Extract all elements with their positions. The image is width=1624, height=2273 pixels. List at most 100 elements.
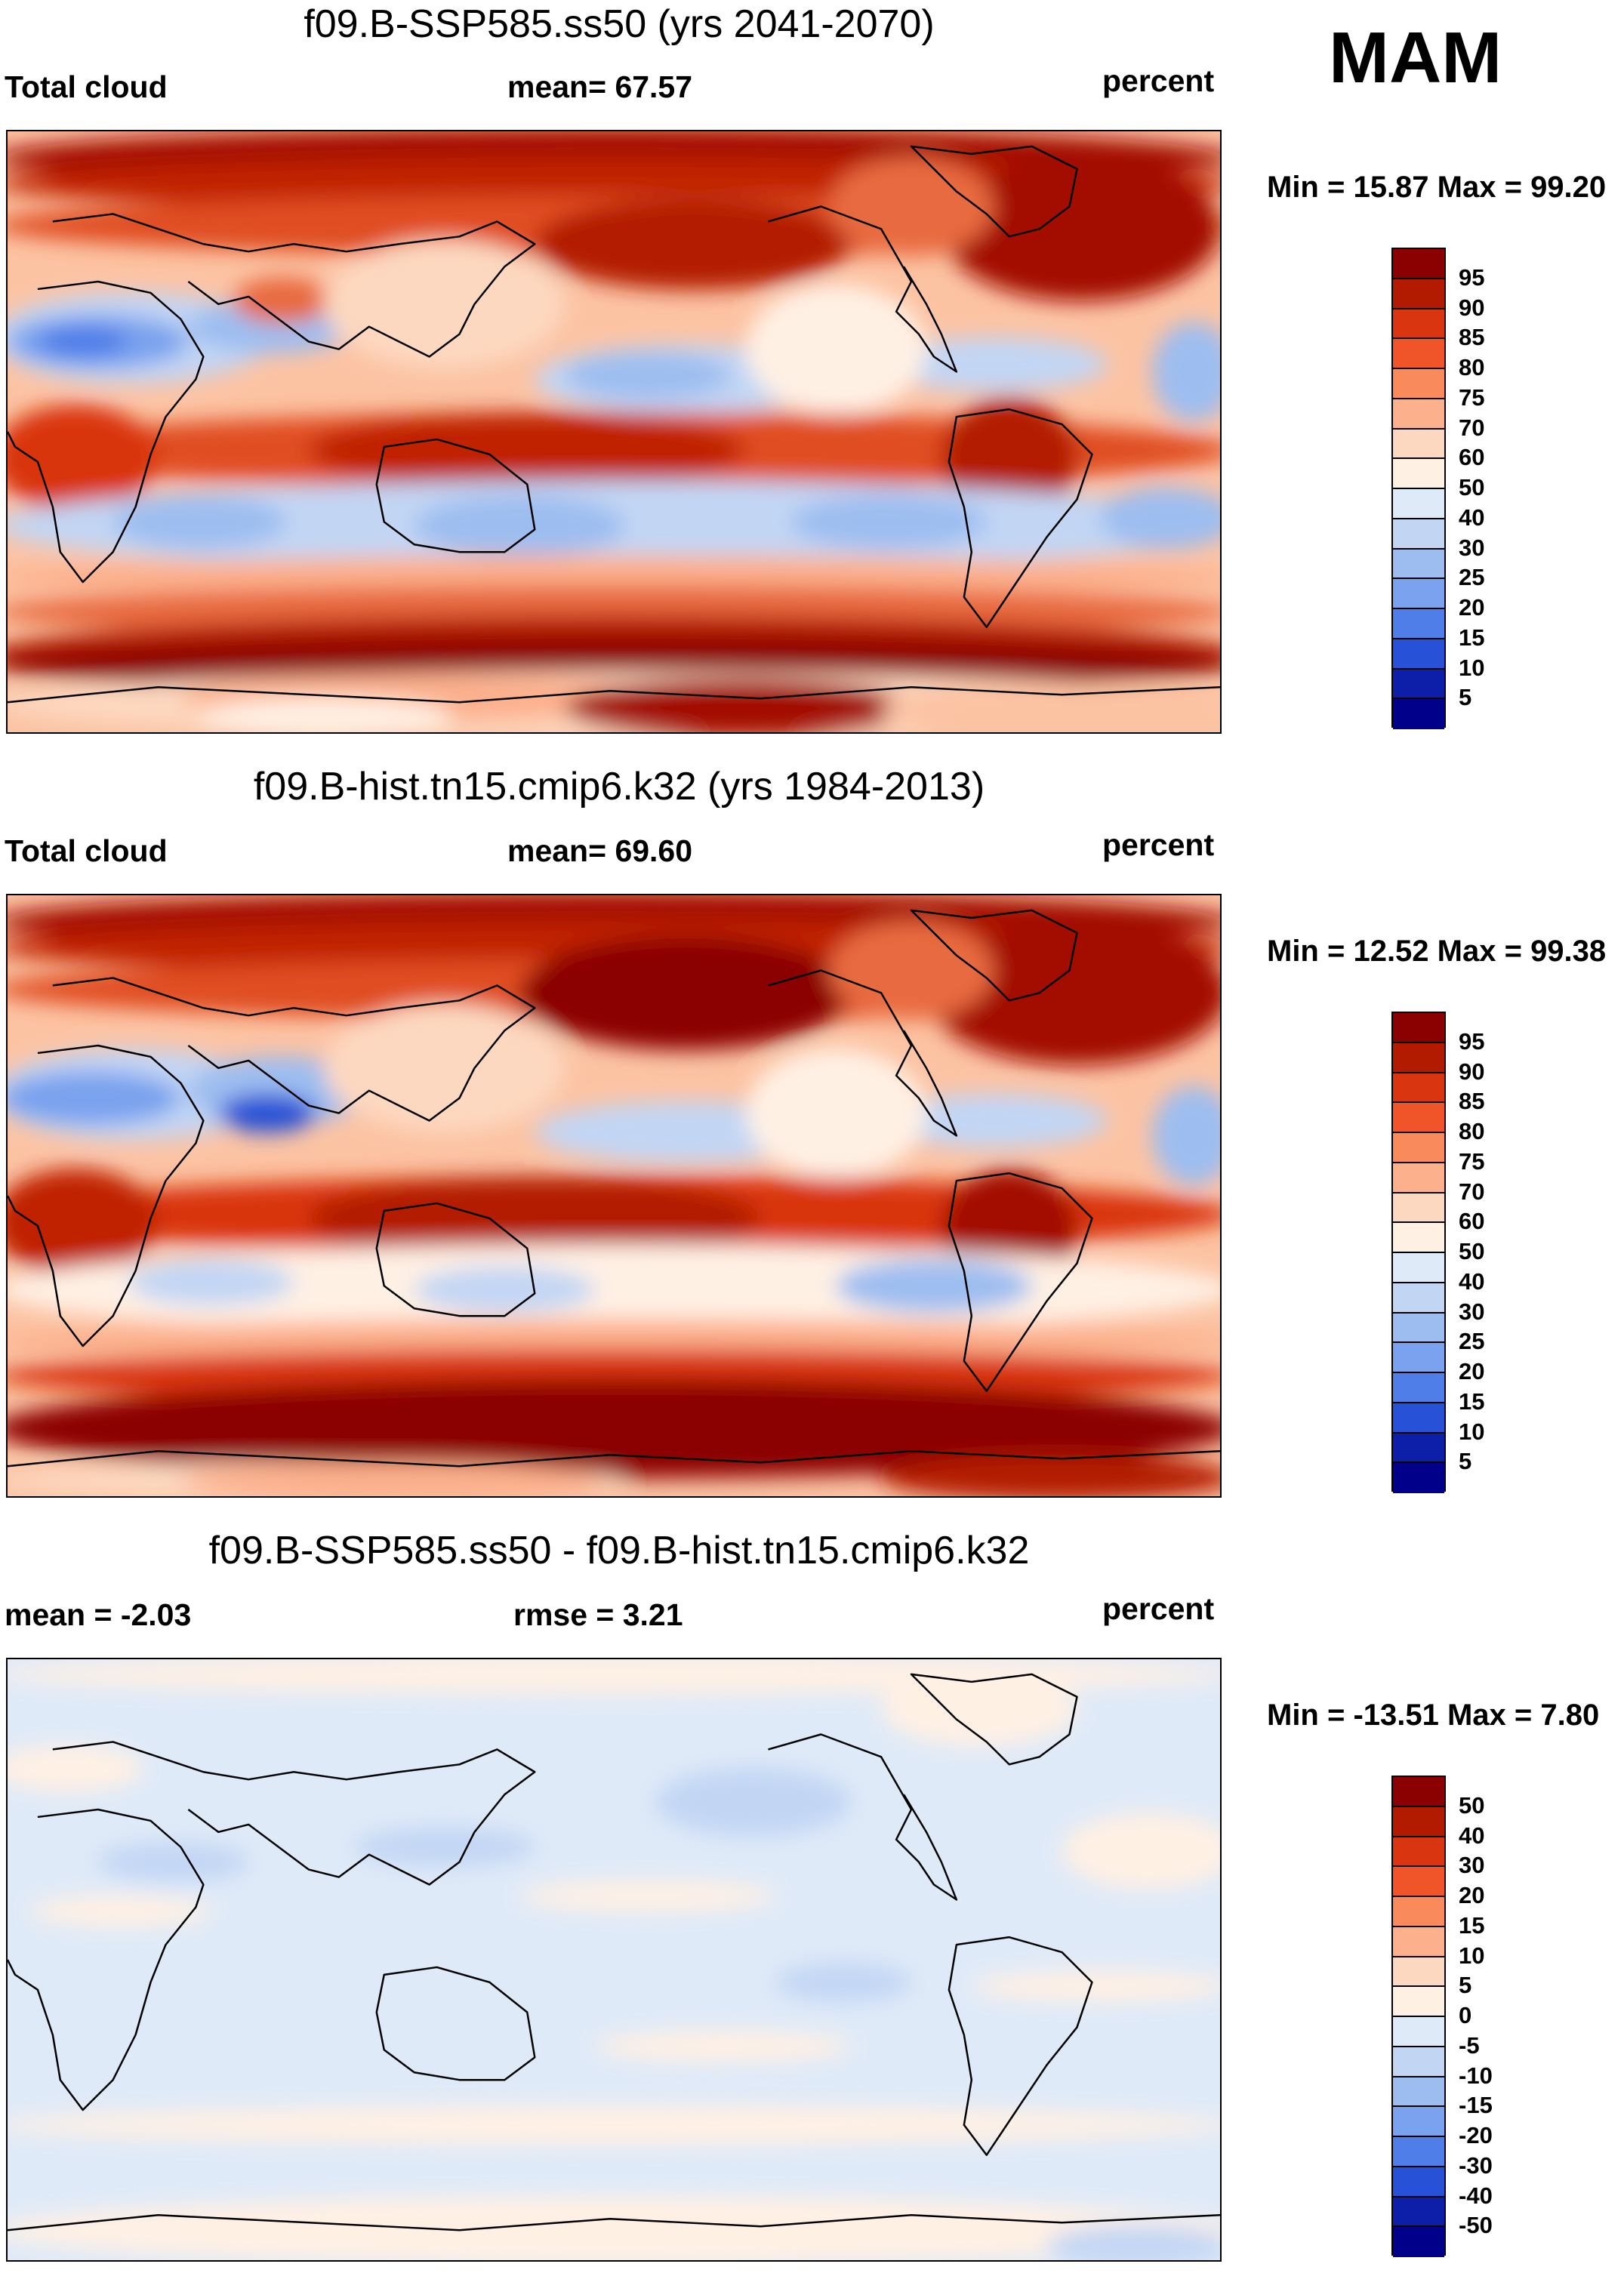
field-contour-region xyxy=(8,2195,1220,2260)
coastline xyxy=(8,1450,1220,1468)
coastline xyxy=(8,2214,1220,2231)
colorbar-tick-label: 80 xyxy=(1459,1118,1485,1144)
colorbar-tick-label: 85 xyxy=(1459,1088,1485,1115)
colorbar-tick-label: -40 xyxy=(1459,2182,1493,2209)
colorbar-segment xyxy=(1393,1927,1444,1957)
colorbar-tick-label: 75 xyxy=(1459,383,1485,411)
field-contour-region xyxy=(595,2030,852,2062)
field-contour-region xyxy=(1099,487,1220,550)
panel-2-field xyxy=(8,895,1220,1496)
colorbar-tick-label: 5 xyxy=(1459,1448,1472,1475)
field-contour-region xyxy=(1152,1086,1220,1186)
colorbar-segment xyxy=(1393,1987,1444,2017)
panel-1-mean-label: mean= 67.57 xyxy=(507,69,693,104)
field-contour-region xyxy=(8,1378,1220,1479)
field-background xyxy=(8,1659,1220,2260)
panel-2-variable-label: Total cloud xyxy=(5,833,168,868)
coastline xyxy=(8,686,1220,704)
colorbar-segment xyxy=(1393,1463,1444,1493)
coastline xyxy=(375,1966,536,2081)
colorbar-tick-label: -50 xyxy=(1459,2212,1493,2239)
coastline xyxy=(375,1202,536,1317)
field-contour-region xyxy=(309,1176,761,1261)
colorbar-segment xyxy=(1393,699,1444,729)
colorbar-segment xyxy=(1393,1343,1444,1373)
coastline xyxy=(8,1808,205,2111)
panel-3-min-max: Min = -13.51 Max = 7.80 xyxy=(1267,1699,1600,1732)
colorbar-tick-label: 20 xyxy=(1459,594,1485,621)
field-contour-region xyxy=(323,1003,565,1133)
field-contour-region xyxy=(180,1461,602,1496)
colorbar-segment xyxy=(1393,2227,1444,2257)
colorbar-segment xyxy=(1393,2017,1444,2047)
coastline xyxy=(52,1741,536,1886)
colorbar-tick-label: 50 xyxy=(1459,1791,1485,1819)
colorbar-tick-label: 30 xyxy=(1459,1852,1485,1879)
colorbar-tick-label: 25 xyxy=(1459,1328,1485,1355)
field-contour-region xyxy=(414,1266,596,1314)
panel-2-min-max: Min = 12.52 Max = 99.38 xyxy=(1267,935,1607,968)
coastline xyxy=(910,1673,1078,1766)
colorbar-segment xyxy=(1393,1313,1444,1344)
field-contour-region xyxy=(926,920,1220,1065)
colorbar-segment xyxy=(1393,579,1444,609)
colorbar-tick-label: -30 xyxy=(1459,2151,1493,2179)
colorbar-tick-label: 15 xyxy=(1459,1388,1485,1415)
field-contour-region xyxy=(37,325,128,358)
colorbar-tick-label: 20 xyxy=(1459,1358,1485,1384)
coastline xyxy=(768,205,958,373)
colorbar-tick-label: 75 xyxy=(1459,1147,1485,1175)
colorbar-tick-label: 50 xyxy=(1459,474,1485,500)
field-contour-region xyxy=(881,1454,1220,1496)
colorbar-segment xyxy=(1393,1223,1444,1253)
field-contour-region xyxy=(233,277,331,324)
field-contour-region xyxy=(565,352,731,399)
field-contour-region xyxy=(8,2105,1220,2145)
colorbar-tick-label: 50 xyxy=(1459,1238,1485,1264)
field-contour-region xyxy=(8,1745,143,1792)
colorbar-tick-label: 40 xyxy=(1459,1822,1485,1849)
colorbar-segment xyxy=(1393,1957,1444,1988)
colorbar-segment xyxy=(1393,1043,1444,1073)
coastline xyxy=(910,145,1078,238)
panel-3-title: f09.B-SSP585.ss50 - f09.B-hist.tn15.cmip… xyxy=(208,1529,1030,1572)
colorbar-tick-label: 60 xyxy=(1459,444,1485,471)
colorbar-tick-label: 60 xyxy=(1459,1208,1485,1235)
field-contour-region xyxy=(836,1258,1032,1314)
colorbar-segment xyxy=(1393,2077,1444,2108)
field-contour-region xyxy=(128,1258,294,1306)
field-contour-region xyxy=(97,1842,249,1882)
colorbar-segment xyxy=(1393,1073,1444,1104)
colorbar-segment xyxy=(1393,309,1444,340)
colorbar-tick-label: 25 xyxy=(1459,564,1485,591)
colorbar-segment xyxy=(1393,1806,1444,1837)
colorbar-tick-label: 85 xyxy=(1459,324,1485,351)
colorbar-tick-label: 95 xyxy=(1459,1027,1485,1055)
coastline xyxy=(768,1733,958,1901)
coastline xyxy=(52,977,536,1122)
colorbar-segment xyxy=(1393,1253,1444,1283)
colorbar-segment xyxy=(1393,1897,1444,1927)
colorbar-tick-label: 70 xyxy=(1459,414,1485,441)
field-contour-region xyxy=(519,1880,776,1912)
field-contour-region xyxy=(196,698,452,732)
colorbar-tick-label: -20 xyxy=(1459,2122,1493,2148)
colorbar-segment xyxy=(1393,1837,1444,1868)
colorbar-tick-label: 15 xyxy=(1459,624,1485,651)
colorbar-tick-label: 5 xyxy=(1459,1972,1472,1999)
colorbar-tick-label: 5 xyxy=(1459,684,1472,711)
colorbar-segment xyxy=(1393,2137,1444,2167)
colorbar-segment xyxy=(1393,1777,1444,1807)
colorbar-segment xyxy=(1393,1373,1444,1403)
panel-2-colorbar xyxy=(1391,1012,1446,1493)
coastline xyxy=(948,1936,1093,2156)
colorbar-segment xyxy=(1393,429,1444,460)
colorbar-segment xyxy=(1393,1193,1444,1224)
panel-1-field xyxy=(8,131,1220,732)
field-contour-region xyxy=(353,1827,535,1867)
panel-2-mean-label: mean= 69.60 xyxy=(507,833,693,868)
colorbar-segment xyxy=(1393,489,1444,519)
field-contour-region xyxy=(309,412,746,489)
colorbar-tick-label: 90 xyxy=(1459,294,1485,321)
colorbar-segment xyxy=(1393,1867,1444,1897)
